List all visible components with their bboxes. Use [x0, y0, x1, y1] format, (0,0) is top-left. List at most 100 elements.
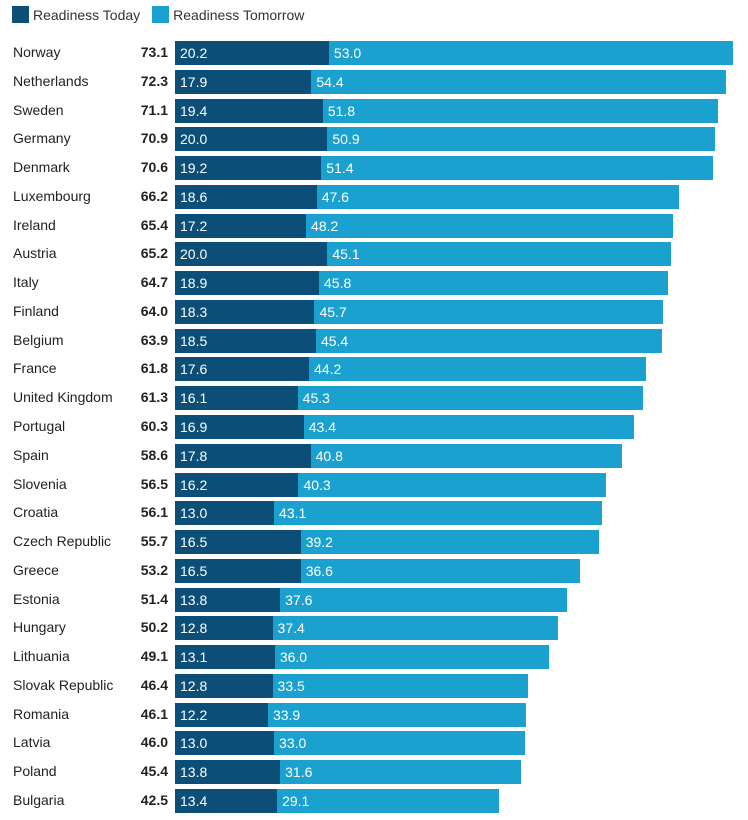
category-label: Bulgaria — [13, 792, 65, 809]
bar-row: Czech Republic 55.7 16.5 39.2 — [0, 530, 748, 555]
bar-today: 18.3 — [175, 299, 315, 324]
bar-row: Norway 73.1 20.2 53.0 — [0, 41, 748, 65]
category-label: Luxembourg — [13, 187, 91, 204]
bar-row: Germany 70.9 20.0 50.9 — [0, 127, 748, 152]
data-label: 45.7 — [319, 303, 347, 320]
bar-tomorrow: 33.9 — [267, 702, 527, 727]
total-label: 55.7 — [140, 533, 168, 550]
bar-row: Spain 58.6 17.8 40.8 — [0, 443, 748, 468]
legend: Readiness Today Readiness Tomorrow — [12, 6, 316, 23]
total-label: 73.1 — [140, 44, 168, 60]
total-label: 70.9 — [140, 130, 168, 147]
total-label: 66.2 — [140, 187, 168, 204]
total-label: 64.0 — [140, 302, 168, 319]
data-label: 13.4 — [180, 793, 208, 810]
total-label: 51.4 — [140, 590, 168, 607]
data-label: 18.6 — [180, 188, 208, 205]
data-label: 53.0 — [333, 45, 362, 61]
bar-row: Bulgaria 42.5 13.4 29.1 — [0, 789, 748, 814]
bar-today: 13.0 — [175, 501, 275, 526]
bar-row: Latvia 46.0 13.0 33.0 — [0, 731, 748, 756]
category-label: Spain — [13, 446, 49, 463]
bar-tomorrow: 39.2 — [300, 530, 600, 555]
bar-row: Luxembourg 66.2 18.6 47.6 — [0, 184, 748, 209]
category-label: Hungary — [13, 619, 66, 636]
bar-row: Netherlands 72.3 17.9 54.4 — [0, 69, 748, 94]
bar-tomorrow: 37.4 — [272, 616, 558, 641]
category-label: Ireland — [13, 216, 56, 233]
data-label: 40.8 — [315, 447, 343, 464]
bar-row: Poland 45.4 13.8 31.6 — [0, 760, 748, 785]
bar-row: France 61.8 17.6 44.2 — [0, 357, 748, 382]
category-label: Poland — [13, 763, 57, 780]
data-label: 36.0 — [279, 649, 308, 666]
data-label: 33.5 — [277, 677, 305, 694]
bar-tomorrow: 50.9 — [327, 127, 716, 152]
bar-tomorrow: 33.0 — [274, 731, 526, 756]
bar-tomorrow: 47.6 — [316, 184, 680, 209]
bar-today: 12.8 — [175, 673, 273, 698]
data-label: 33.9 — [272, 706, 301, 723]
bar-today: 17.8 — [175, 443, 311, 468]
bar-today: 16.9 — [175, 415, 304, 439]
bar-row: Italy 64.7 18.9 45.8 — [0, 271, 748, 296]
data-label: 43.1 — [279, 505, 307, 522]
total-label: 56.1 — [140, 504, 168, 521]
category-label: Netherlands — [13, 72, 89, 89]
category-label: Slovak Republic — [13, 676, 114, 693]
category-label: Czech Republic — [13, 533, 112, 550]
data-label: 47.6 — [321, 188, 349, 205]
total-label: 53.2 — [140, 561, 168, 578]
category-label: Romania — [13, 705, 70, 722]
bar-today: 16.5 — [175, 530, 301, 555]
category-label: Croatia — [13, 504, 59, 521]
category-label: Finland — [13, 302, 59, 319]
bar-tomorrow: 43.4 — [303, 415, 635, 439]
bar-row: Denmark 70.6 19.2 51.4 — [0, 156, 748, 181]
total-label: 46.1 — [140, 705, 168, 722]
bar-today: 16.1 — [175, 386, 298, 411]
data-label: 12.8 — [180, 677, 208, 694]
legend-swatch-tomorrow — [152, 6, 170, 23]
data-label: 17.8 — [180, 447, 208, 464]
bar-today: 17.9 — [175, 69, 312, 94]
bar-row: Finland 64.0 18.3 45.7 — [0, 299, 748, 324]
bar-today: 20.0 — [175, 242, 328, 267]
bar-row: Hungary 50.2 12.8 37.4 — [0, 616, 748, 641]
bar-row: Lithuania 49.1 13.1 36.0 — [0, 645, 748, 670]
bar-tomorrow: 40.8 — [310, 443, 622, 468]
data-label: 19.4 — [180, 102, 208, 119]
data-label: 18.5 — [180, 332, 208, 349]
data-label: 36.6 — [305, 562, 333, 579]
data-label: 50.9 — [332, 131, 360, 148]
bar-tomorrow: 36.0 — [274, 645, 550, 670]
data-label: 19.2 — [180, 160, 208, 177]
data-label: 31.6 — [285, 764, 313, 781]
data-label: 51.4 — [326, 160, 354, 177]
data-label: 13.0 — [180, 505, 208, 522]
data-label: 18.9 — [180, 275, 208, 292]
data-label: 16.1 — [180, 390, 208, 407]
total-label: 72.3 — [140, 72, 168, 89]
bar-tomorrow: 54.4 — [311, 69, 726, 94]
data-label: 17.9 — [180, 73, 208, 90]
bar-tomorrow: 31.6 — [280, 760, 521, 785]
data-label: 45.1 — [332, 246, 360, 263]
total-label: 46.0 — [140, 734, 168, 751]
data-label: 20.2 — [180, 45, 208, 61]
bar-row: United Kingdom 61.3 16.1 45.3 — [0, 386, 748, 411]
data-label: 13.1 — [180, 649, 208, 666]
data-label: 37.4 — [277, 620, 305, 637]
bar-today: 12.2 — [175, 702, 268, 727]
bar-today: 13.4 — [175, 789, 278, 814]
total-label: 64.7 — [140, 274, 168, 291]
bar-today: 13.1 — [175, 645, 275, 670]
data-label: 45.3 — [302, 390, 330, 407]
bar-today: 18.5 — [175, 328, 316, 353]
legend-label-tomorrow: Readiness Tomorrow — [173, 6, 305, 23]
bar-today: 19.2 — [175, 156, 322, 181]
data-label: 17.6 — [180, 361, 208, 378]
total-label: 49.1 — [140, 648, 168, 665]
legend-label-today: Readiness Today — [33, 6, 141, 23]
